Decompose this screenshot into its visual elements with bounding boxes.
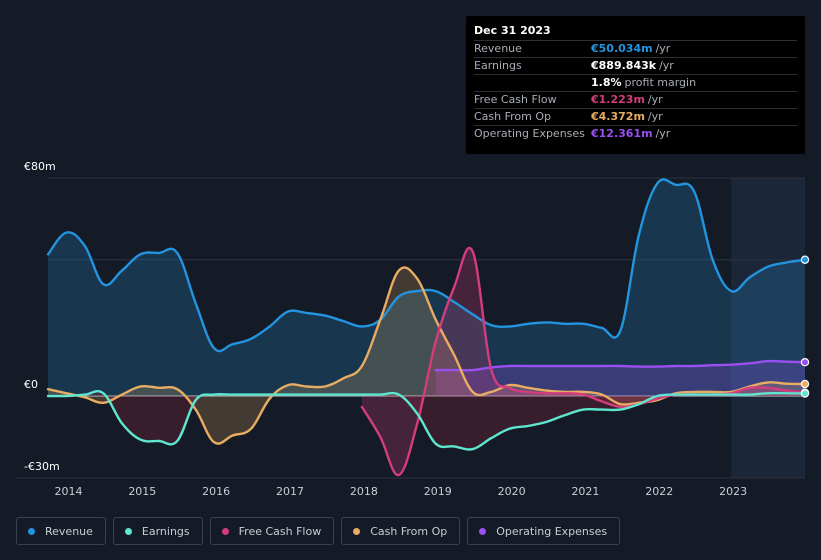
tooltip-value: €50.034m (591, 42, 653, 55)
tooltip-row-revenue: Revenue €50.034m/yr (474, 40, 797, 57)
legend-dot-icon (479, 527, 487, 535)
cash-from-op-line (46, 266, 807, 445)
legend-item-earnings[interactable]: Earnings (112, 517, 203, 545)
x-tick-label-2019: 2019 (423, 485, 452, 498)
series-lines (46, 178, 807, 477)
revenue-end-dot (800, 255, 810, 264)
tooltip-row-profit-margin: 1.8% profit margin (474, 74, 797, 91)
tooltip-label: Earnings (474, 59, 522, 72)
free-cash-flow-line (360, 247, 807, 477)
tooltip-value: €4.372m (591, 110, 645, 123)
tooltip-rows: Revenue €50.034m/yr Earnings €889.843k/yr 1.… (474, 40, 797, 142)
tooltip-unit: /yr (659, 59, 674, 72)
series-end-dots (800, 255, 810, 398)
tooltip-value: €889.843k (591, 59, 657, 72)
legend-dot-icon (353, 527, 361, 535)
legend-item-cash-from-op[interactable]: Cash From Op (341, 517, 461, 545)
highlight-region (731, 178, 805, 478)
operating-expenses-end-dot (800, 358, 810, 367)
y-tick-label-bottom: -€30m (24, 460, 60, 473)
x-tick-label-2017: 2017 (276, 485, 305, 498)
legend-label: Revenue (45, 524, 93, 538)
legend-dot-icon (28, 527, 35, 535)
legend-dot-icon (221, 527, 229, 535)
free-cash-flow-area (361, 247, 805, 476)
legend-item-operating-expenses[interactable]: Operating Expenses (467, 517, 621, 545)
tooltip-value: 1.8% (591, 76, 622, 89)
legend-label: Earnings (141, 524, 190, 538)
revenue-line (46, 178, 807, 353)
x-tick-label-2022: 2022 (645, 485, 674, 498)
legend-label: Free Cash Flow (238, 524, 322, 538)
tooltip-label: Cash From Op (474, 110, 552, 123)
tooltip-row-earnings: Earnings €889.843k/yr (474, 57, 797, 74)
legend-label: Cash From Op (370, 524, 448, 538)
legend-item-revenue[interactable]: Revenue (16, 517, 106, 545)
tooltip-label: Free Cash Flow (474, 93, 557, 106)
tooltip-date: Dec 31 2023 (474, 24, 551, 37)
x-tick-label-2014: 2014 (54, 485, 83, 498)
tooltip-value: €1.223m (591, 93, 645, 106)
tooltip-row-cash-from-op: Cash From Op €4.372m/yr (474, 108, 797, 125)
y-tick-label-top: €80m (24, 160, 56, 173)
x-tick-label-2021: 2021 (571, 485, 600, 498)
tooltip-label: Operating Expenses (474, 127, 585, 140)
tooltip-unit: profit margin (624, 76, 697, 89)
x-tick-label-2016: 2016 (202, 485, 231, 498)
y-tick-label-zero: €0 (24, 378, 38, 391)
operating-expenses-line (434, 359, 807, 372)
tooltip-label: Revenue (474, 42, 522, 55)
x-tick-label-2023: 2023 (719, 485, 748, 498)
earnings-end-dot (800, 389, 810, 398)
legend: Revenue Earnings Free Cash Flow Cash From O… (16, 517, 621, 545)
data-tooltip: Dec 31 2023 Revenue €50.034m/yr Earnings €8… (466, 16, 805, 154)
earnings-line (46, 390, 807, 451)
tooltip-label (474, 75, 591, 91)
tooltip-value: €12.361m (591, 127, 653, 140)
revenue-area (48, 179, 805, 396)
legend-dot-icon (124, 527, 132, 535)
tooltip-unit: /yr (655, 127, 671, 140)
tooltip-unit: /yr (647, 110, 663, 123)
x-tick-label-2015: 2015 (128, 485, 157, 498)
x-tick-label-2018: 2018 (349, 485, 378, 498)
tooltip-row-free-cash-flow: Free Cash Flow €1.223m/yr (474, 91, 797, 108)
tooltip-unit: /yr (647, 93, 663, 106)
cash-from-op-end-dot (800, 379, 810, 389)
tooltip-row-operating-expenses: Operating Expenses €12.361m/yr (474, 125, 797, 142)
tooltip-unit: /yr (655, 42, 671, 55)
x-tick-label-2020: 2020 (497, 485, 526, 498)
legend-item-free-cash-flow[interactable]: Free Cash Flow (209, 517, 335, 545)
legend-label: Operating Expenses (496, 524, 608, 538)
grid (16, 177, 805, 479)
cash-from-op-area (48, 267, 805, 444)
